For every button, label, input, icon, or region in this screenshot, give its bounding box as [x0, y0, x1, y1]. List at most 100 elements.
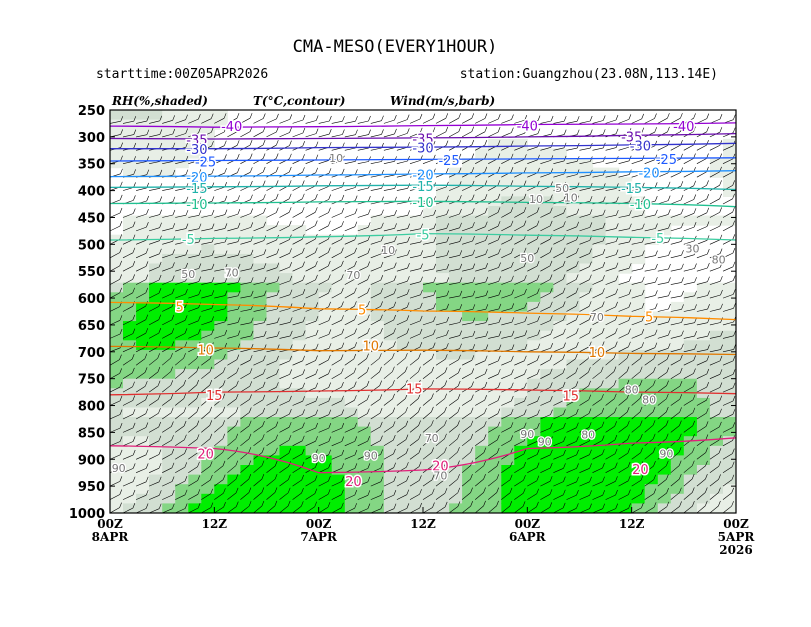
- wind-barb: [475, 373, 486, 379]
- rh-cell: [240, 378, 254, 389]
- rh-cell: [110, 158, 124, 169]
- wind-barb-flag: [146, 129, 150, 135]
- wind-barb-flag: [119, 422, 123, 429]
- wind-barb-flag: [496, 460, 500, 467]
- wind-barb: [670, 282, 682, 285]
- wind-barb: [683, 213, 695, 218]
- rh-cell: [266, 493, 281, 504]
- wind-barb-flag: [484, 421, 487, 427]
- rh-cell: [540, 158, 554, 169]
- wind-barb-flag: [248, 501, 252, 507]
- wind-barb: [514, 400, 525, 406]
- rh-cell: [475, 407, 489, 418]
- wind-barb: [605, 371, 615, 379]
- wind-barb: [266, 308, 278, 312]
- wind-barb-flag: [222, 380, 226, 386]
- wind-barb-flag: [616, 196, 619, 202]
- wind-barb: [461, 131, 472, 138]
- wind-barb: [449, 295, 460, 299]
- rh-cell: [618, 493, 633, 504]
- wind-barb: [540, 427, 551, 433]
- wind-barb: [370, 227, 382, 232]
- wind-barb: [527, 172, 538, 178]
- rh-cell: [266, 273, 281, 284]
- wind-barb: [135, 427, 147, 433]
- wind-barb: [409, 398, 419, 406]
- wind-barb-flag: [329, 115, 332, 122]
- rh-cell: [618, 474, 633, 485]
- wind-barb: [605, 293, 616, 299]
- rh-contour-label: 90: [364, 450, 378, 463]
- rh-cell: [501, 359, 515, 370]
- rh-cell: [644, 426, 659, 437]
- rh-cell: [644, 234, 659, 245]
- wind-barb-flag: [341, 247, 344, 253]
- wind-barb-flag: [315, 396, 319, 402]
- wind-barb-flag: [718, 500, 721, 507]
- rh-cell: [657, 445, 672, 456]
- rh-cell: [214, 465, 228, 476]
- wind-barb: [488, 239, 499, 245]
- wind-barb-flag: [262, 434, 265, 440]
- wind-barb: [735, 136, 736, 137]
- wind-barb: [514, 279, 525, 285]
- wind-barb-flag: [275, 434, 278, 440]
- wind-barb-flag: [183, 393, 187, 399]
- wind-barb-flag: [654, 342, 658, 348]
- temperature-contour-line: [110, 232, 736, 241]
- wind-barb: [409, 187, 421, 191]
- wind-barb-flag: [185, 196, 189, 202]
- wind-barb: [605, 319, 616, 326]
- temperature-contour-label: 10: [363, 339, 380, 354]
- rh-cell: [331, 455, 346, 466]
- wind-barb: [135, 481, 147, 487]
- wind-barb: [735, 351, 736, 352]
- rh-cell: [357, 378, 372, 389]
- wind-barb-flag: [694, 344, 697, 350]
- wind-barb-flag: [224, 316, 228, 323]
- wind-barb: [175, 508, 186, 513]
- wind-barb: [318, 441, 329, 447]
- wind-barb: [696, 386, 707, 393]
- wind-barb: [540, 252, 551, 259]
- rh-cell: [723, 321, 736, 332]
- rh-cell: [475, 282, 489, 293]
- rh-cell: [175, 484, 189, 495]
- rh-cell: [696, 474, 711, 485]
- wind-barb: [214, 131, 225, 138]
- wind-barb: [409, 466, 420, 473]
- rh-cell: [136, 493, 150, 504]
- rh-cell: [383, 349, 398, 361]
- wind-barb: [631, 255, 643, 259]
- wind-barb-flag: [510, 461, 513, 467]
- wind-barb-flag: [287, 500, 291, 507]
- wind-barb-flag: [249, 407, 252, 413]
- wind-barb-flag: [158, 449, 162, 455]
- rh-cell: [488, 292, 502, 303]
- wind-barb-flag: [315, 422, 318, 429]
- wind-barb-flag: [497, 153, 501, 159]
- wind-barb: [579, 332, 590, 339]
- wind-barb: [605, 346, 616, 353]
- wind-barb-flag: [746, 128, 748, 133]
- rh-cell: [149, 282, 163, 293]
- wind-barb: [670, 117, 681, 124]
- wind-barb-flag: [418, 393, 421, 399]
- wind-barb: [448, 492, 458, 500]
- wind-barb: [696, 144, 707, 151]
- rh-cell: [162, 158, 176, 169]
- wind-barb: [527, 454, 538, 460]
- wind-barb: [188, 411, 197, 420]
- wind-barb-flag: [354, 208, 358, 214]
- rh-cell: [488, 148, 502, 159]
- rh-cell: [618, 263, 633, 274]
- wind-barb-flag: [575, 301, 579, 307]
- wind-barb: [683, 438, 693, 447]
- rh-cell: [188, 138, 202, 149]
- wind-barb: [305, 238, 316, 245]
- temperature-contour-label: 15: [563, 389, 580, 404]
- rh-cell: [723, 186, 736, 197]
- wind-barb: [540, 199, 551, 205]
- wind-barb: [122, 413, 134, 420]
- wind-barb: [488, 452, 498, 460]
